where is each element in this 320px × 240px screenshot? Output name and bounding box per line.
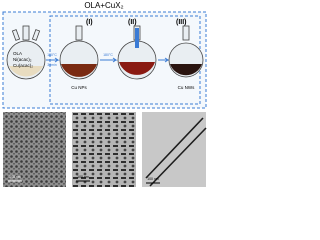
scale-label: 100 nm	[77, 175, 89, 179]
nanowire	[145, 117, 207, 187]
solution	[9, 66, 43, 77]
arrow	[100, 57, 118, 63]
figure: OLA+CuX₂ OLA Ni(acac)₂ Cu(acac)₂ 180°C 3…	[2, 1, 207, 187]
flask-label: Ni(acac)₂	[13, 57, 32, 62]
stage-label: (III)	[176, 19, 187, 26]
arrow	[158, 57, 170, 63]
product-label: Cu NWs	[178, 85, 195, 90]
stage-label: (II)	[128, 19, 137, 26]
product-label: Cu NPs	[71, 85, 87, 90]
flask-label: OLA	[13, 51, 22, 56]
stage-label: (I)	[86, 19, 93, 26]
arrow-label: 180°C	[103, 53, 113, 57]
arrow-label: 30min	[47, 63, 57, 67]
tem-image	[3, 112, 66, 187]
tem-image	[72, 112, 136, 187]
solution	[170, 64, 202, 76]
arrow	[46, 57, 60, 63]
flask-label: Cu(acac)₂	[13, 63, 33, 68]
solution	[119, 62, 155, 75]
solution	[61, 64, 97, 77]
arrow-label: 180°C	[47, 53, 57, 57]
title: OLA+CuX₂	[84, 1, 123, 10]
scale-label: 100 nm	[9, 175, 21, 179]
scale-label: 100 nm	[147, 177, 159, 181]
syringe	[135, 28, 139, 48]
